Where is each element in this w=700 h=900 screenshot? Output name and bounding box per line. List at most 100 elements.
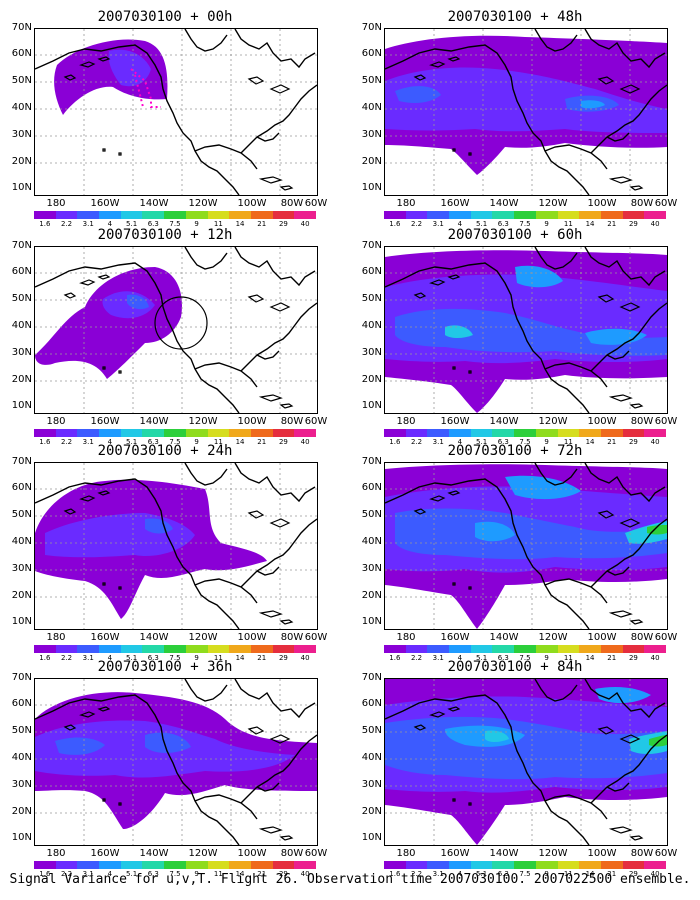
longitude-label: 160W bbox=[90, 198, 120, 209]
island-outline bbox=[468, 370, 472, 374]
longitude-label: 180 bbox=[46, 632, 66, 643]
colorbar-swatch bbox=[164, 861, 186, 869]
colorbar-label: 2.2 bbox=[410, 870, 423, 878]
island-outline bbox=[413, 292, 427, 299]
colorbar-swatch bbox=[427, 429, 450, 437]
colorbar-swatch bbox=[514, 429, 536, 437]
colorbar-swatch bbox=[470, 429, 493, 437]
colorbar bbox=[34, 861, 316, 869]
colorbar-swatch bbox=[99, 429, 121, 437]
colorbar-label: 3.1 bbox=[432, 654, 444, 662]
colorbar-label: 1.6 bbox=[389, 438, 401, 446]
longitude-label: 180 bbox=[46, 198, 66, 209]
island-outline bbox=[258, 176, 283, 184]
colorbar-swatch bbox=[644, 429, 666, 437]
colorbar-label: 9 bbox=[194, 438, 199, 446]
colorbar-label: 9 bbox=[544, 870, 549, 878]
colorbar-label: 9 bbox=[544, 654, 549, 662]
island-outline bbox=[79, 711, 96, 718]
latitude-label: 40N bbox=[361, 320, 382, 331]
colorbar-label: 40 bbox=[300, 870, 310, 878]
colorbar-swatch bbox=[55, 429, 78, 437]
colorbar-label: 9 bbox=[544, 220, 549, 228]
flight-track bbox=[130, 68, 161, 108]
variance-contour-region bbox=[485, 730, 509, 742]
colorbar-label: 7.5 bbox=[169, 870, 181, 878]
latitude-label: 60N bbox=[361, 698, 382, 709]
colorbar-swatch bbox=[579, 211, 601, 219]
island-outline bbox=[118, 152, 122, 156]
map-plot bbox=[34, 246, 318, 414]
variance-contour-region bbox=[127, 294, 149, 310]
longitude-label: 80W bbox=[630, 848, 654, 859]
variance-contour-region bbox=[145, 732, 191, 753]
colorbar-swatch bbox=[622, 211, 645, 219]
colorbar-swatch bbox=[427, 211, 450, 219]
colorbar-label: 4 bbox=[457, 220, 463, 228]
latitude-label: 40N bbox=[361, 752, 382, 763]
island-outline bbox=[447, 490, 461, 496]
colorbar-label: 40 bbox=[650, 654, 660, 662]
panel-title: 2007030100 + 36h bbox=[97, 659, 233, 675]
island-outline bbox=[413, 74, 427, 81]
variance-contour-region bbox=[581, 100, 605, 109]
colorbar-swatch bbox=[272, 645, 295, 653]
colorbar-swatch bbox=[405, 645, 428, 653]
colorbar-label: 2.2 bbox=[60, 654, 73, 662]
colorbar-label: 9 bbox=[544, 438, 549, 446]
coastline bbox=[385, 463, 667, 629]
latitude-label: 70N bbox=[11, 22, 32, 33]
longitude-label: 160W bbox=[440, 848, 470, 859]
colorbar-label: 11 bbox=[563, 870, 573, 878]
colorbar-swatch bbox=[207, 861, 230, 869]
map-panel-72h: 2007030100 + 72h 70N 60N 50N 40N 30N 20N 10N 1… bbox=[350, 442, 680, 662]
longitude-label: 160W bbox=[90, 632, 120, 643]
island-outline bbox=[452, 582, 456, 586]
colorbar-swatch bbox=[185, 645, 208, 653]
colorbar-label: 2.2 bbox=[410, 220, 423, 228]
colorbar-label: 5.1 bbox=[126, 870, 138, 878]
colorbar-label: 29 bbox=[628, 870, 638, 878]
colorbar-label: 14 bbox=[585, 870, 595, 878]
longitude-label: 160W bbox=[90, 416, 120, 427]
colorbar-swatch bbox=[600, 429, 623, 437]
colorbar-swatch bbox=[405, 211, 428, 219]
variance-contour-region bbox=[385, 67, 667, 133]
latitude-label: 60N bbox=[11, 482, 32, 493]
colorbar-swatch bbox=[535, 211, 558, 219]
longitude-label: 100W bbox=[587, 416, 617, 427]
island-outline bbox=[452, 798, 456, 802]
island-outline bbox=[63, 292, 77, 299]
colorbar-swatch bbox=[207, 429, 230, 437]
latitude-label: 10N bbox=[361, 182, 382, 193]
colorbar-label: 29 bbox=[278, 654, 288, 662]
colorbar-swatch bbox=[164, 645, 186, 653]
longitude-label: 100W bbox=[237, 198, 267, 209]
colorbar-swatch bbox=[294, 861, 316, 869]
colorbar-swatch bbox=[514, 645, 536, 653]
latitude-label: 20N bbox=[11, 374, 32, 385]
longitude-label: 140W bbox=[489, 632, 519, 643]
colorbar-swatch bbox=[622, 429, 645, 437]
colorbar-label: 3.1 bbox=[82, 220, 94, 228]
latitude-label: 50N bbox=[361, 293, 382, 304]
colorbar-label: 7.5 bbox=[519, 870, 531, 878]
longitude-label: 80W bbox=[280, 848, 304, 859]
colorbar-label: 1.6 bbox=[389, 220, 401, 228]
colorbar-swatch bbox=[77, 211, 100, 219]
longitude-label: 120W bbox=[538, 632, 568, 643]
island-outline bbox=[269, 84, 291, 94]
colorbar-label: 11 bbox=[563, 438, 573, 446]
latitude-label: 10N bbox=[11, 400, 32, 411]
longitude-label: 100W bbox=[237, 848, 267, 859]
colorbar-swatch bbox=[272, 211, 295, 219]
island-outline bbox=[619, 518, 641, 528]
latitude-label: 30N bbox=[361, 779, 382, 790]
colorbar-swatch bbox=[250, 645, 273, 653]
colorbar-label: 21 bbox=[257, 220, 267, 228]
colorbar-swatch bbox=[449, 645, 471, 653]
colorbar-label: 29 bbox=[278, 870, 288, 878]
latitude-label: 30N bbox=[11, 129, 32, 140]
colorbar-swatch bbox=[229, 645, 251, 653]
latitude-label: 50N bbox=[361, 725, 382, 736]
